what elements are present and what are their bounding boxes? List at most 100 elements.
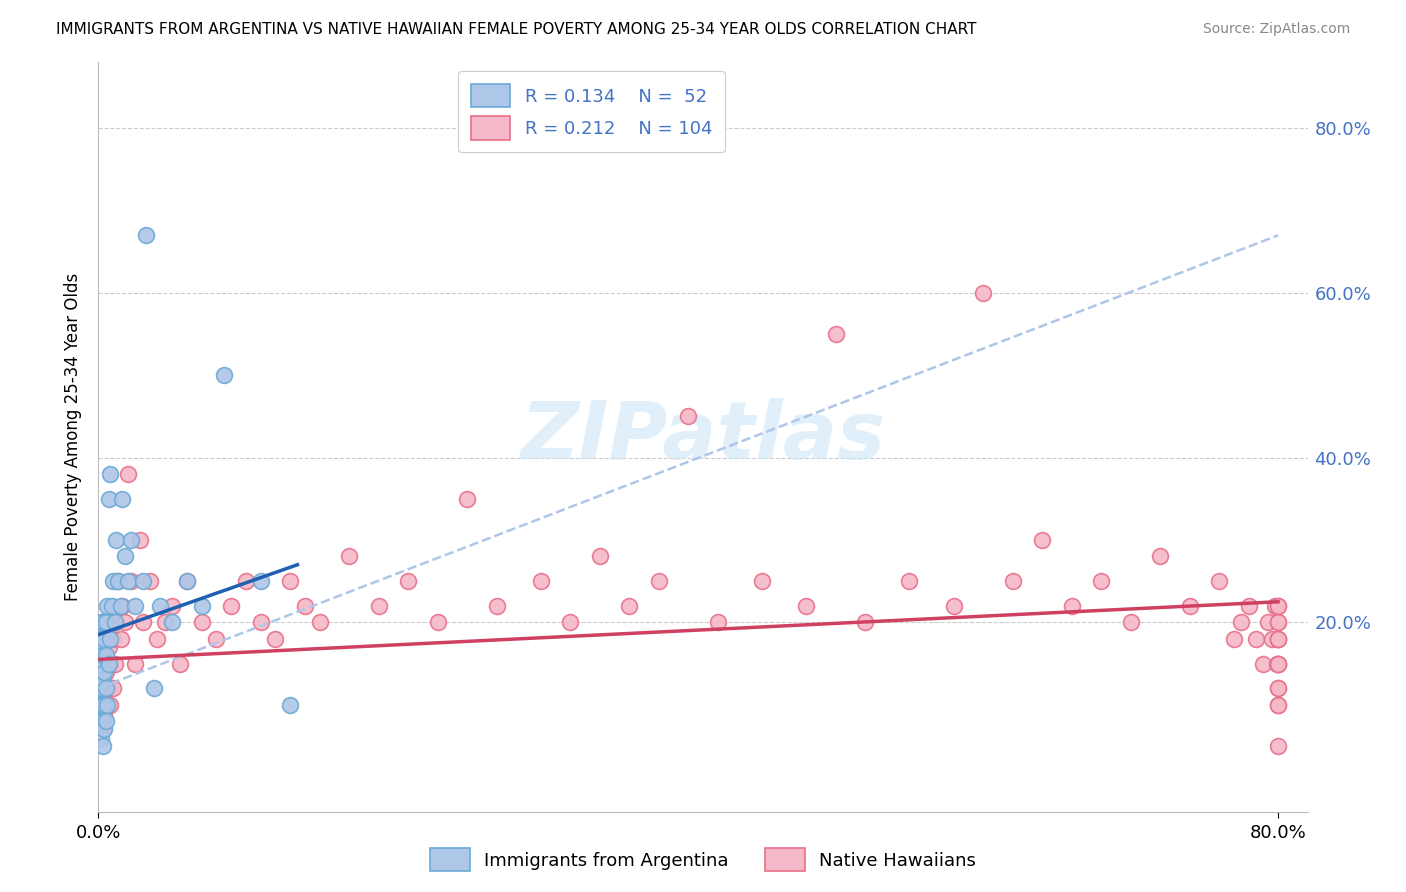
Point — [176, 574, 198, 589]
Point — [131, 574, 153, 589]
Point — [160, 615, 183, 630]
Point — [117, 467, 139, 482]
Point — [96, 657, 118, 671]
Point — [1230, 615, 1253, 630]
Point — [91, 673, 114, 687]
Point — [94, 615, 117, 630]
Point — [110, 632, 132, 646]
Point — [1031, 533, 1053, 547]
Point — [1267, 657, 1289, 671]
Point — [1267, 657, 1289, 671]
Point — [107, 574, 129, 589]
Point — [530, 574, 553, 589]
Legend: R = 0.134    N =  52, R = 0.212    N = 104: R = 0.134 N = 52, R = 0.212 N = 104 — [458, 71, 725, 153]
Point — [396, 574, 419, 589]
Text: IMMIGRANTS FROM ARGENTINA VS NATIVE HAWAIIAN FEMALE POVERTY AMONG 25-34 YEAR OLD: IMMIGRANTS FROM ARGENTINA VS NATIVE HAWA… — [56, 22, 977, 37]
Point — [97, 640, 120, 654]
Point — [94, 648, 117, 663]
Point — [100, 599, 122, 613]
Point — [648, 574, 671, 589]
Point — [1119, 615, 1142, 630]
Point — [105, 533, 128, 547]
Point — [176, 574, 198, 589]
Point — [89, 657, 111, 671]
Point — [97, 657, 120, 671]
Point — [96, 599, 118, 613]
Point — [90, 714, 112, 728]
Legend: Immigrants from Argentina, Native Hawaiians: Immigrants from Argentina, Native Hawaii… — [423, 841, 983, 879]
Point — [111, 491, 134, 506]
Point — [678, 409, 700, 424]
Point — [90, 698, 112, 712]
Point — [1265, 657, 1288, 671]
Point — [485, 599, 508, 613]
Point — [90, 681, 112, 696]
Point — [90, 673, 112, 687]
Point — [91, 648, 114, 663]
Point — [308, 615, 330, 630]
Point — [107, 574, 129, 589]
Point — [91, 615, 114, 630]
Point — [1267, 681, 1289, 696]
Point — [149, 599, 172, 613]
Point — [1149, 549, 1171, 564]
Point — [706, 615, 728, 630]
Point — [94, 632, 117, 646]
Point — [94, 665, 117, 679]
Point — [94, 698, 117, 712]
Point — [1267, 599, 1289, 613]
Point — [278, 574, 301, 589]
Point — [120, 574, 142, 589]
Point — [1267, 615, 1289, 630]
Point — [824, 327, 846, 342]
Point — [93, 681, 115, 696]
Point — [1244, 632, 1267, 646]
Point — [117, 574, 139, 589]
Point — [96, 698, 118, 712]
Text: Source: ZipAtlas.com: Source: ZipAtlas.com — [1202, 22, 1350, 37]
Point — [120, 533, 142, 547]
Point — [1090, 574, 1112, 589]
Point — [110, 599, 132, 613]
Point — [91, 698, 114, 712]
Point — [337, 549, 360, 564]
Point — [89, 681, 111, 696]
Point — [853, 615, 876, 630]
Point — [89, 657, 111, 671]
Point — [1264, 599, 1286, 613]
Point — [90, 615, 112, 630]
Point — [205, 632, 228, 646]
Point — [1060, 599, 1083, 613]
Point — [89, 681, 111, 696]
Point — [94, 714, 117, 728]
Point — [751, 574, 773, 589]
Point — [1267, 632, 1289, 646]
Point — [90, 731, 112, 745]
Point — [1261, 632, 1284, 646]
Point — [91, 698, 114, 712]
Point — [91, 673, 114, 687]
Point — [972, 285, 994, 300]
Text: ZIPatlas: ZIPatlas — [520, 398, 886, 476]
Point — [104, 657, 127, 671]
Point — [1001, 574, 1024, 589]
Point — [1267, 599, 1289, 613]
Point — [98, 467, 121, 482]
Point — [1237, 599, 1260, 613]
Point — [249, 574, 271, 589]
Point — [1208, 574, 1230, 589]
Point — [91, 714, 114, 728]
Point — [96, 698, 118, 712]
Point — [93, 632, 115, 646]
Point — [235, 574, 257, 589]
Point — [294, 599, 316, 613]
Point — [124, 599, 146, 613]
Point — [264, 632, 287, 646]
Point — [98, 698, 121, 712]
Point — [1257, 615, 1279, 630]
Point — [97, 681, 120, 696]
Point — [898, 574, 921, 589]
Point — [1267, 657, 1289, 671]
Point — [91, 723, 114, 737]
Point — [114, 549, 136, 564]
